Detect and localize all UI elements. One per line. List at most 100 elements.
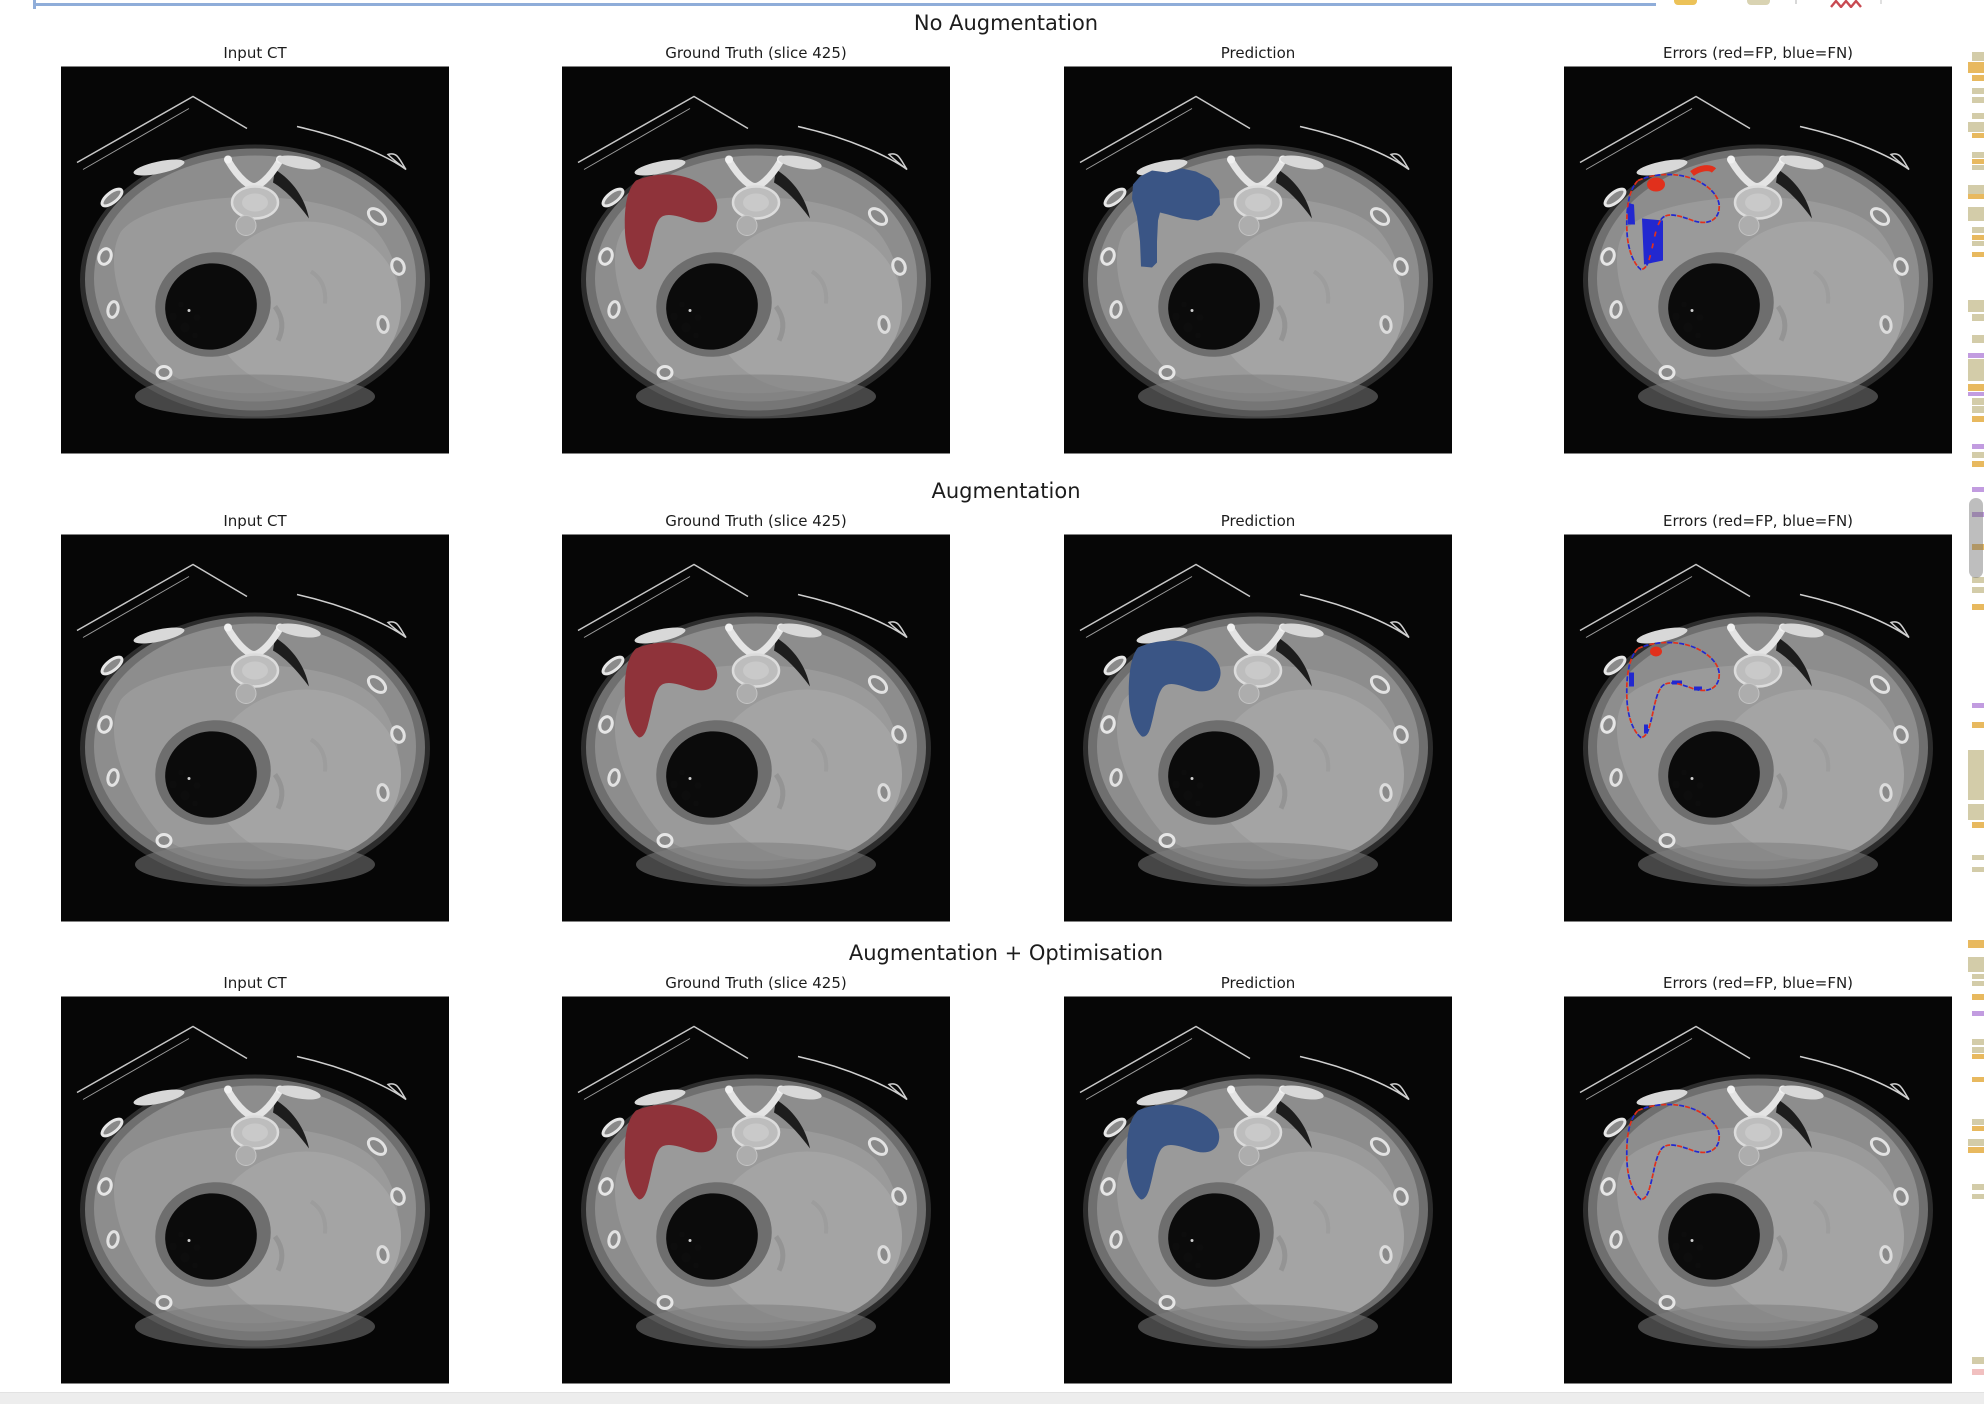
- minimap-bar: [1972, 444, 1984, 449]
- yellow-pill-icon[interactable]: [1674, 0, 1697, 5]
- minimap-bar: [1972, 1357, 1984, 1364]
- minimap-bar: [1972, 1369, 1984, 1375]
- panel-title: Ground Truth (slice 425): [665, 974, 847, 992]
- ct-errors-image: [1564, 534, 1952, 922]
- minimap-bar: [1968, 122, 1984, 132]
- scrollbar-thumb[interactable]: [1969, 498, 1983, 578]
- divider-line-2: [1880, 0, 1882, 4]
- minimap-bar: [1972, 981, 1984, 986]
- panel-title: Input CT: [223, 44, 287, 62]
- minimap-bar: [1972, 252, 1984, 257]
- minimap-bar: [1972, 544, 1984, 550]
- ct-errors-image: [1564, 996, 1952, 1384]
- minimap-bar: [1968, 957, 1984, 972]
- minimap-bar: [1972, 1077, 1984, 1082]
- minimap-bar: [1968, 207, 1984, 221]
- minimap-bar: [1972, 822, 1984, 828]
- panel-title: Input CT: [223, 512, 287, 530]
- panel-title: Errors (red=FP, blue=FN): [1662, 44, 1854, 62]
- minimap-bar: [1968, 185, 1984, 194]
- panel-title: Prediction: [1220, 512, 1296, 530]
- ct-prediction-image: [1064, 996, 1452, 1384]
- cell-focus-border: [33, 3, 1656, 6]
- ct-prediction-image: [1064, 66, 1452, 454]
- minimap-bar: [1972, 1184, 1984, 1190]
- minimap-bar: [1968, 804, 1984, 820]
- minimap-bar: [1972, 1047, 1984, 1053]
- minimap-bar: [1972, 335, 1984, 343]
- cell-focus-border-corner: [33, 0, 36, 9]
- minimap-bar: [1972, 703, 1984, 708]
- minimap-bar: [1968, 392, 1984, 396]
- minimap-bar: [1972, 587, 1984, 593]
- divider-line: [1795, 0, 1797, 4]
- minimap-bar: [1972, 604, 1984, 610]
- ct-input-image: [61, 534, 449, 922]
- next-cell-edge: [0, 1392, 1984, 1404]
- minimap-bar: [1972, 1126, 1984, 1131]
- ct-ground-truth-image: [562, 534, 950, 922]
- minimap-bar: [1972, 452, 1984, 458]
- panel-title: Errors (red=FP, blue=FN): [1662, 974, 1854, 992]
- minimap-bar: [1972, 113, 1984, 119]
- row-title: No Augmentation: [913, 11, 1099, 35]
- minimap-bar: [1972, 416, 1984, 422]
- minimap-bar: [1972, 133, 1984, 138]
- minimap-bar: [1972, 235, 1984, 240]
- ct-ground-truth-image: [562, 996, 950, 1384]
- minimap-bar: [1972, 159, 1984, 164]
- figure-row-no-augmentation: No Augmentation Input CT Ground Truth (s…: [33, 10, 1979, 456]
- minimap-bar: [1972, 487, 1984, 492]
- minimap-bar: [1968, 1147, 1984, 1153]
- minimap-bar: [1972, 994, 1984, 1000]
- minimap-bar: [1968, 940, 1984, 948]
- minimap-bar: [1968, 353, 1984, 358]
- minimap-bar: [1972, 97, 1984, 103]
- row-title: Augmentation + Optimisation: [848, 941, 1164, 965]
- minimap-bar: [1972, 1054, 1984, 1059]
- panel-title: Ground Truth (slice 425): [665, 512, 847, 530]
- minimap-bar: [1972, 461, 1984, 467]
- minimap-bar: [1972, 974, 1984, 979]
- panel-title: Input CT: [223, 974, 287, 992]
- panel-title: Errors (red=FP, blue=FN): [1662, 512, 1854, 530]
- ct-errors-image: [1564, 66, 1952, 454]
- ct-input-image: [61, 66, 449, 454]
- minimap-bar: [1972, 1039, 1984, 1045]
- minimap-bar: [1972, 406, 1984, 413]
- minimap-bar: [1972, 855, 1984, 860]
- minimap-bar: [1972, 75, 1984, 81]
- minimap-bar: [1968, 194, 1984, 199]
- minimap-bar: [1972, 314, 1984, 321]
- panel-title: Prediction: [1220, 44, 1296, 62]
- minimap-bar: [1972, 867, 1984, 872]
- minimap-bar: [1972, 398, 1984, 405]
- red-zigzag-icon[interactable]: [1830, 0, 1862, 8]
- figure-row-augmentation: Augmentation Input CT Ground Truth (slic…: [33, 478, 1979, 924]
- figure-row-augmentation-optimisation: Augmentation + Optimisation Input CT Gro…: [33, 940, 1979, 1386]
- minimap-bar: [1968, 384, 1984, 391]
- minimap-bar: [1972, 722, 1984, 728]
- minimap-bar: [1968, 1139, 1984, 1146]
- ct-prediction-image: [1064, 534, 1452, 922]
- minimap-bar: [1972, 577, 1984, 583]
- minimap-bar: [1968, 62, 1984, 73]
- minimap-bar: [1972, 1119, 1984, 1125]
- minimap-bar: [1972, 227, 1984, 233]
- beige-pill-icon[interactable]: [1747, 0, 1770, 5]
- row-title: Augmentation: [931, 479, 1081, 503]
- minimap-bar: [1972, 52, 1984, 61]
- minimap-bar: [1972, 1011, 1984, 1016]
- minimap-bar: [1972, 1194, 1984, 1199]
- minimap-bar: [1968, 359, 1984, 381]
- minimap-bar: [1972, 88, 1984, 94]
- ct-ground-truth-image: [562, 66, 950, 454]
- minimap-bar: [1972, 152, 1984, 158]
- ct-input-image: [61, 996, 449, 1384]
- minimap-bar: [1972, 241, 1984, 246]
- minimap[interactable]: [1966, 0, 1984, 1404]
- minimap-bar: [1968, 750, 1984, 800]
- panel-title: Ground Truth (slice 425): [665, 44, 847, 62]
- minimap-bar: [1972, 165, 1984, 170]
